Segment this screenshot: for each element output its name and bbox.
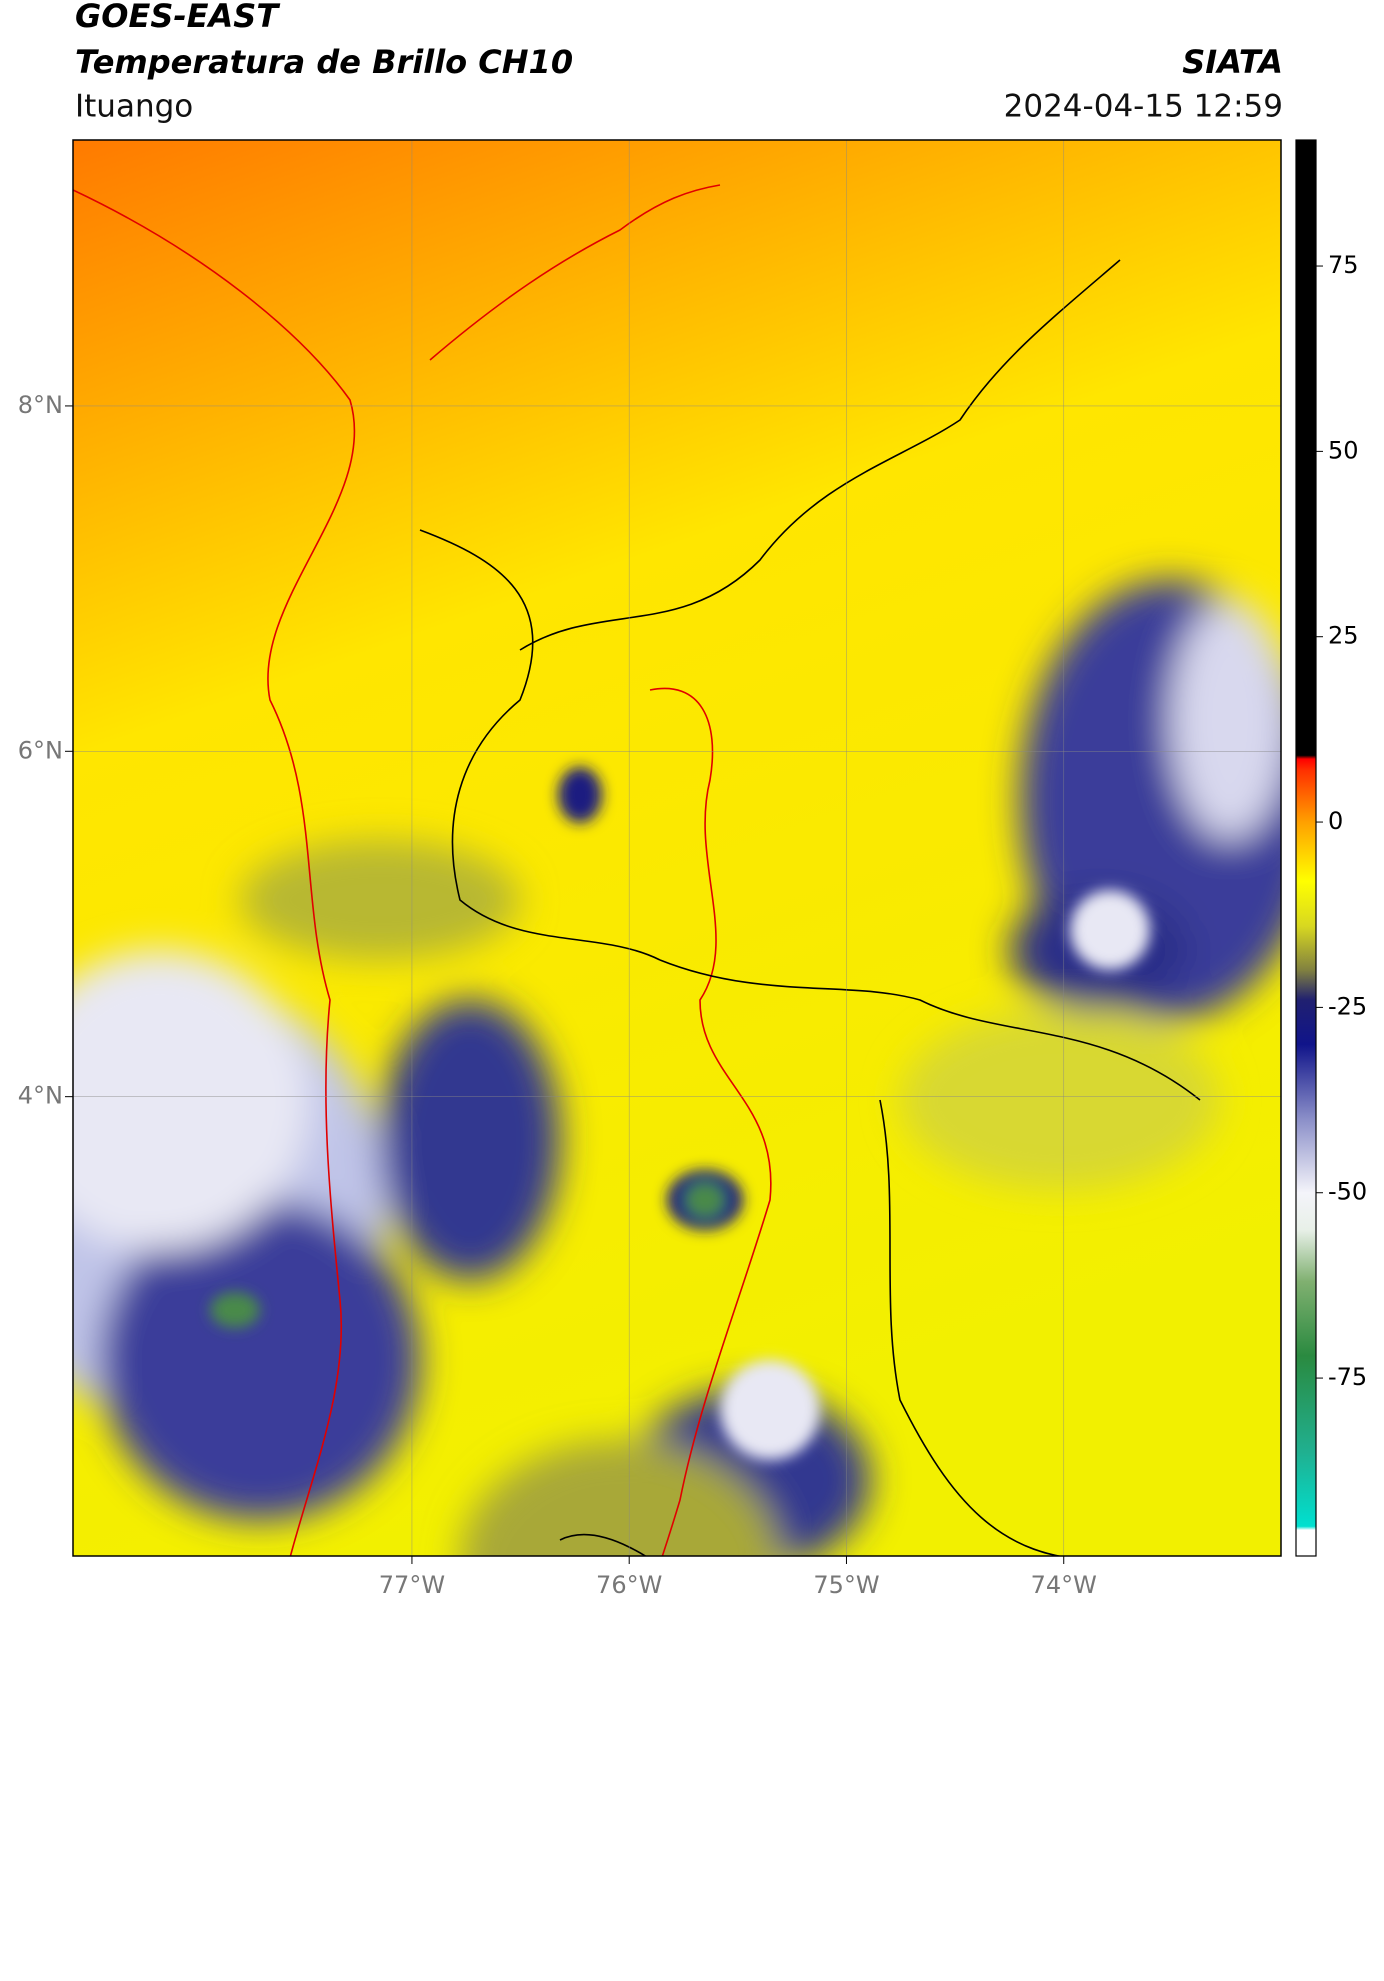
source: SIATA [1182,43,1283,81]
y-tick-label: 8°N [18,391,63,419]
location: Ituango [75,89,193,125]
colorbar-tick-label: 50 [1328,436,1359,464]
colorbar-tick-label: 25 [1328,622,1359,650]
colorbar-tick-label: 0 [1328,807,1343,835]
y-tick-label: 6°N [18,736,63,764]
graticule [73,140,1281,1556]
x-tick-label: 74°W [1031,1571,1097,1599]
colorbar-tick-label: 75 [1328,251,1359,279]
title: GOES-EAST [75,0,280,35]
colorbar [1295,139,1317,1557]
x-tick-label: 76°W [596,1571,662,1599]
satellite-image [73,140,1281,1556]
colorbar-tick-label: -50 [1328,1178,1367,1206]
datetime: 2024-04-15 12:59 [1004,89,1283,125]
subtitle: Temperatura de Brillo CH10 [75,43,573,81]
x-tick-label: 77°W [379,1571,445,1599]
map-frame [72,139,1282,1557]
colorbar-tick-label: -25 [1328,992,1367,1020]
colorbar-tick-label: -75 [1328,1363,1367,1391]
x-tick-label: 75°W [813,1571,879,1599]
y-tick-label: 4°N [18,1082,63,1110]
